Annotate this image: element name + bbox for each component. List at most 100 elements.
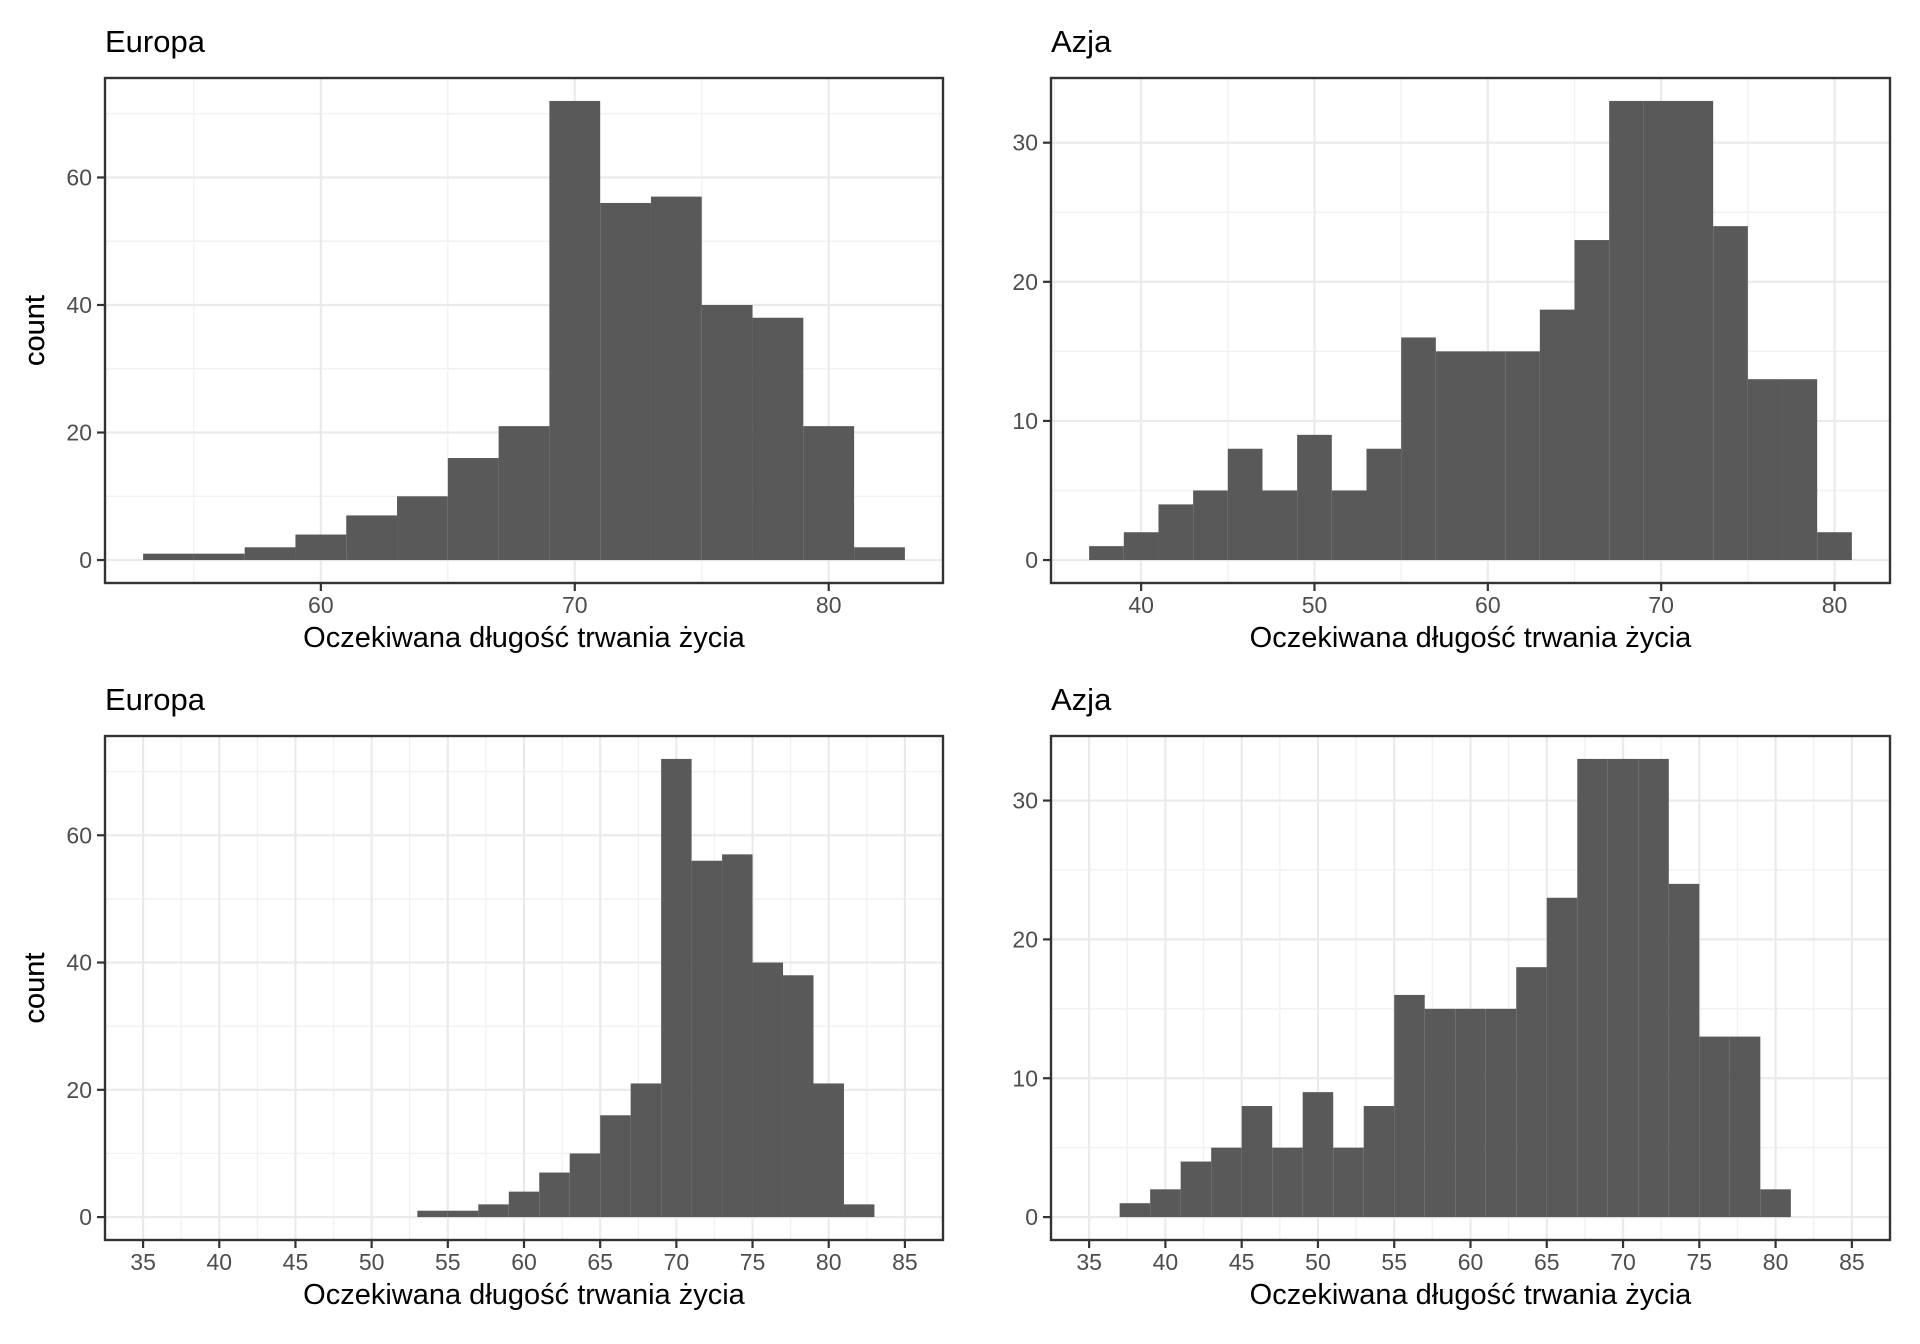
- x-axis-tick-label: 70: [562, 592, 588, 618]
- histogram-bar: [417, 1210, 448, 1218]
- y-axis-title: count: [19, 953, 51, 1024]
- y-axis-tick-label: 0: [79, 1204, 92, 1230]
- histogram-bar: [1699, 1036, 1730, 1218]
- histogram-bar: [1158, 504, 1194, 561]
- x-axis-title: Oczekiwana długość trwania życia: [1250, 622, 1693, 654]
- histogram-bar: [1211, 1147, 1242, 1218]
- y-axis-tick-label: 20: [66, 1077, 92, 1103]
- x-axis-title: Oczekiwana długość trwania życia: [303, 1279, 746, 1311]
- histogram-bar: [549, 100, 601, 561]
- histogram-bar: [1729, 1036, 1761, 1218]
- histogram-bar: [1394, 994, 1425, 1218]
- x-axis-tick-label: 35: [1076, 1249, 1102, 1275]
- histogram-bar: [854, 547, 905, 561]
- histogram-bar: [1760, 1189, 1791, 1218]
- histogram-bar: [539, 1172, 570, 1218]
- histogram-bar: [1817, 532, 1852, 561]
- histogram-bar: [752, 962, 784, 1218]
- x-axis-tick-label: 50: [1305, 1249, 1331, 1275]
- x-axis-tick-label: 70: [664, 1249, 690, 1275]
- histogram-bar: [1119, 1203, 1151, 1218]
- histogram-bar: [1638, 758, 1669, 1218]
- histogram-bar: [498, 426, 550, 561]
- histogram-bar: [843, 1204, 875, 1218]
- histogram-bar: [295, 534, 347, 561]
- histogram-bar: [346, 515, 398, 561]
- x-axis-tick-label: 50: [359, 1249, 385, 1275]
- histogram-bar: [783, 975, 814, 1218]
- x-axis-tick-label: 60: [511, 1249, 537, 1275]
- plot-title: Azja: [1051, 682, 1112, 717]
- histogram-bar: [701, 304, 753, 561]
- panel-border: [103, 76, 945, 585]
- panel-border: [1049, 76, 1892, 585]
- histogram-bar: [508, 1191, 540, 1218]
- histogram-bar: [722, 854, 753, 1218]
- histogram-bar: [1241, 1106, 1273, 1218]
- histogram-bar: [1331, 490, 1367, 561]
- histogram-bar: [752, 317, 804, 561]
- x-axis-tick-label: 75: [740, 1249, 766, 1275]
- y-axis-tick-label: 60: [66, 822, 92, 848]
- y-axis-title: count: [19, 953, 51, 1024]
- y-axis-tick-label: 40: [66, 292, 92, 318]
- histogram-bar: [1713, 226, 1748, 561]
- histogram-bar: [803, 426, 855, 561]
- histogram-bar: [193, 553, 245, 561]
- x-axis-tick-label: 65: [587, 1249, 613, 1275]
- plot-title: Azja: [1051, 24, 1112, 59]
- y-axis-tick-label: 30: [1012, 130, 1038, 156]
- histogram-bar: [1435, 351, 1471, 561]
- y-axis-tick-label: 0: [1025, 1204, 1038, 1230]
- histogram-bar: [1678, 100, 1714, 561]
- x-axis-tick-label: 60: [308, 592, 334, 618]
- y-axis-tick-label: 20: [66, 420, 92, 446]
- x-axis-tick-label: 45: [1229, 1249, 1255, 1275]
- histogram-bar: [569, 1153, 601, 1218]
- histogram-bar: [1302, 1092, 1334, 1218]
- y-axis-tick-label: 20: [1012, 269, 1038, 295]
- histogram-bar: [1607, 758, 1639, 1218]
- histogram-bar: [1539, 309, 1575, 561]
- x-axis-tick-label: 70: [1648, 592, 1674, 618]
- y-axis-tick-label: 10: [1012, 1065, 1038, 1091]
- histogram-bar: [691, 860, 723, 1218]
- histogram-bar: [1485, 1008, 1517, 1218]
- x-axis-tick-label: 55: [435, 1249, 461, 1275]
- histogram-bar: [1455, 1008, 1486, 1218]
- histogram-bar: [1150, 1189, 1181, 1218]
- histogram-bar: [1366, 448, 1402, 561]
- histogram-bar: [1333, 1147, 1364, 1218]
- histogram-bar: [661, 758, 692, 1218]
- histogram-bar: [1505, 351, 1540, 561]
- x-axis-tick-label: 40: [1128, 592, 1154, 618]
- x-axis-tick-label: 80: [1763, 1249, 1789, 1275]
- histogram-bar: [1577, 758, 1608, 1218]
- x-axis-tick-label: 60: [1458, 1249, 1484, 1275]
- histogram-bar: [1782, 379, 1818, 561]
- histogram-bar: [813, 1083, 844, 1218]
- histogram-bar: [1424, 1008, 1456, 1218]
- x-axis-tick-label: 55: [1381, 1249, 1407, 1275]
- histogram-bar: [1363, 1106, 1395, 1218]
- y-axis-tick-label: 60: [66, 165, 92, 191]
- histogram-bar: [1089, 546, 1124, 561]
- x-axis-tick-label: 45: [283, 1249, 309, 1275]
- y-axis-tick-label: 10: [1012, 408, 1038, 434]
- x-axis-tick-label: 50: [1302, 592, 1328, 618]
- histogram-bar: [1227, 448, 1263, 561]
- histogram-bar: [1546, 897, 1578, 1218]
- histogram-bar: [1574, 240, 1610, 561]
- x-axis-tick-label: 40: [206, 1249, 232, 1275]
- x-axis-tick-label: 80: [816, 592, 842, 618]
- histogram-bar: [1609, 100, 1644, 561]
- histogram-bar: [1297, 434, 1332, 561]
- histogram-bar: [1272, 1147, 1303, 1218]
- histogram-bar: [447, 458, 499, 561]
- x-axis-tick-label: 85: [1839, 1249, 1865, 1275]
- x-axis-tick-label: 35: [130, 1249, 156, 1275]
- x-axis-tick-label: 60: [1475, 592, 1501, 618]
- plot-title: Europa: [105, 682, 206, 717]
- histogram-bar: [1668, 883, 1700, 1218]
